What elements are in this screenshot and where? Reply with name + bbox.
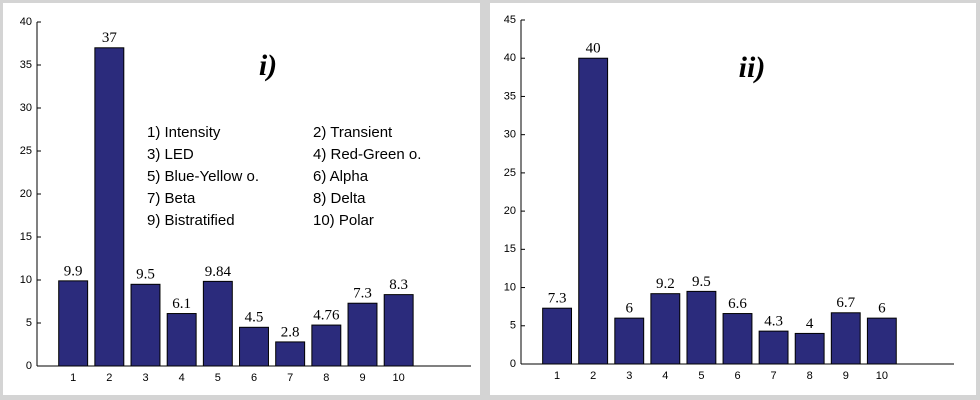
value-label: 7.3 (548, 291, 567, 307)
x-tick-label: 4 (662, 370, 668, 382)
x-tick-label: 8 (323, 372, 329, 384)
bar (130, 283, 161, 367)
value-label: 9.5 (692, 274, 711, 290)
y-tick-label: 20 (504, 205, 516, 217)
y-tick-label: 40 (20, 16, 32, 28)
y-tick-label: 10 (20, 274, 32, 286)
value-label: 4.3 (764, 314, 783, 330)
value-label: 6.7 (836, 295, 855, 311)
value-label: 4.5 (245, 310, 264, 326)
x-tick-label: 5 (698, 370, 704, 382)
y-tick-label: 30 (20, 102, 32, 114)
y-tick-label: 20 (20, 188, 32, 200)
y-tick-label: 5 (510, 320, 516, 332)
y-tick-label: 15 (504, 243, 516, 255)
annotation: 8) Delta (313, 190, 366, 207)
value-label: 4 (806, 316, 814, 332)
bar (650, 293, 681, 365)
annotation: 3) LED (147, 146, 194, 163)
bar (347, 302, 378, 367)
x-tick-label: 3 (142, 372, 148, 384)
y-tick-label: 25 (20, 145, 32, 157)
annotation: 5) Blue-Yellow o. (147, 168, 259, 185)
value-label: 2.8 (281, 324, 300, 340)
y-tick-label: 5 (26, 317, 32, 329)
value-label: 37 (102, 30, 118, 46)
bar (722, 313, 753, 365)
bar (794, 332, 825, 365)
y-tick-label: 30 (504, 129, 516, 141)
value-label: 7.3 (353, 286, 372, 302)
bar (830, 312, 861, 365)
value-label: 8.3 (389, 277, 408, 293)
value-label: 9.5 (136, 267, 155, 283)
x-tick-label: 6 (734, 370, 740, 382)
x-tick-label: 8 (807, 370, 813, 382)
bar (758, 330, 789, 365)
y-tick-label: 15 (20, 231, 32, 243)
annotation: 4) Red-Green o. (313, 146, 421, 163)
y-tick-label: 25 (504, 167, 516, 179)
x-tick-label: 6 (251, 372, 257, 384)
bar (311, 324, 342, 367)
x-tick-label: 7 (771, 370, 777, 382)
annotation: 9) Bistratified (147, 212, 235, 229)
value-label: 9.2 (656, 276, 675, 292)
bar (94, 47, 125, 367)
bar (866, 317, 897, 365)
y-tick-label: 0 (510, 358, 516, 370)
value-label: 6.1 (172, 296, 191, 312)
bar (383, 294, 414, 367)
value-label: 4.76 (313, 308, 340, 324)
bar (578, 57, 609, 365)
value-label: 9.84 (205, 264, 232, 280)
x-tick-label: 5 (215, 372, 221, 384)
annotation: 1) Intensity (147, 124, 221, 141)
y-tick-label: 35 (504, 90, 516, 102)
y-tick-label: 10 (504, 281, 516, 293)
bar (202, 280, 233, 367)
bar (542, 307, 573, 365)
x-tick-label: 10 (876, 370, 888, 382)
bar (239, 326, 269, 367)
x-tick-label: 1 (554, 370, 560, 382)
bar (166, 313, 197, 367)
x-tick-label: 2 (590, 370, 596, 382)
bar (275, 341, 306, 367)
x-tick-label: 4 (179, 372, 185, 384)
value-label: 6 (878, 301, 886, 317)
bar (58, 280, 89, 367)
annotation: 7) Beta (147, 190, 196, 207)
y-tick-label: 40 (504, 52, 516, 64)
annotation: 6) Alpha (313, 168, 369, 185)
bar (686, 290, 717, 365)
x-tick-label: 3 (626, 370, 632, 382)
x-tick-label: 2 (106, 372, 112, 384)
bar (614, 317, 645, 365)
value-label: 6.6 (728, 296, 747, 312)
x-tick-label: 1 (70, 372, 76, 384)
x-tick-label: 9 (359, 372, 365, 384)
x-tick-label: 9 (843, 370, 849, 382)
x-tick-label: 10 (393, 372, 405, 384)
annotation: 10) Polar (313, 212, 374, 229)
value-label: 40 (586, 41, 601, 57)
chart-title: i) (259, 49, 277, 82)
value-label: 9.9 (64, 263, 83, 279)
value-label: 6 (626, 301, 634, 317)
x-tick-label: 7 (287, 372, 293, 384)
annotation: 2) Transient (313, 124, 393, 141)
y-tick-label: 35 (20, 59, 32, 71)
y-tick-label: 0 (26, 360, 32, 372)
chart-title: ii) (739, 51, 766, 84)
y-tick-label: 45 (504, 14, 516, 26)
